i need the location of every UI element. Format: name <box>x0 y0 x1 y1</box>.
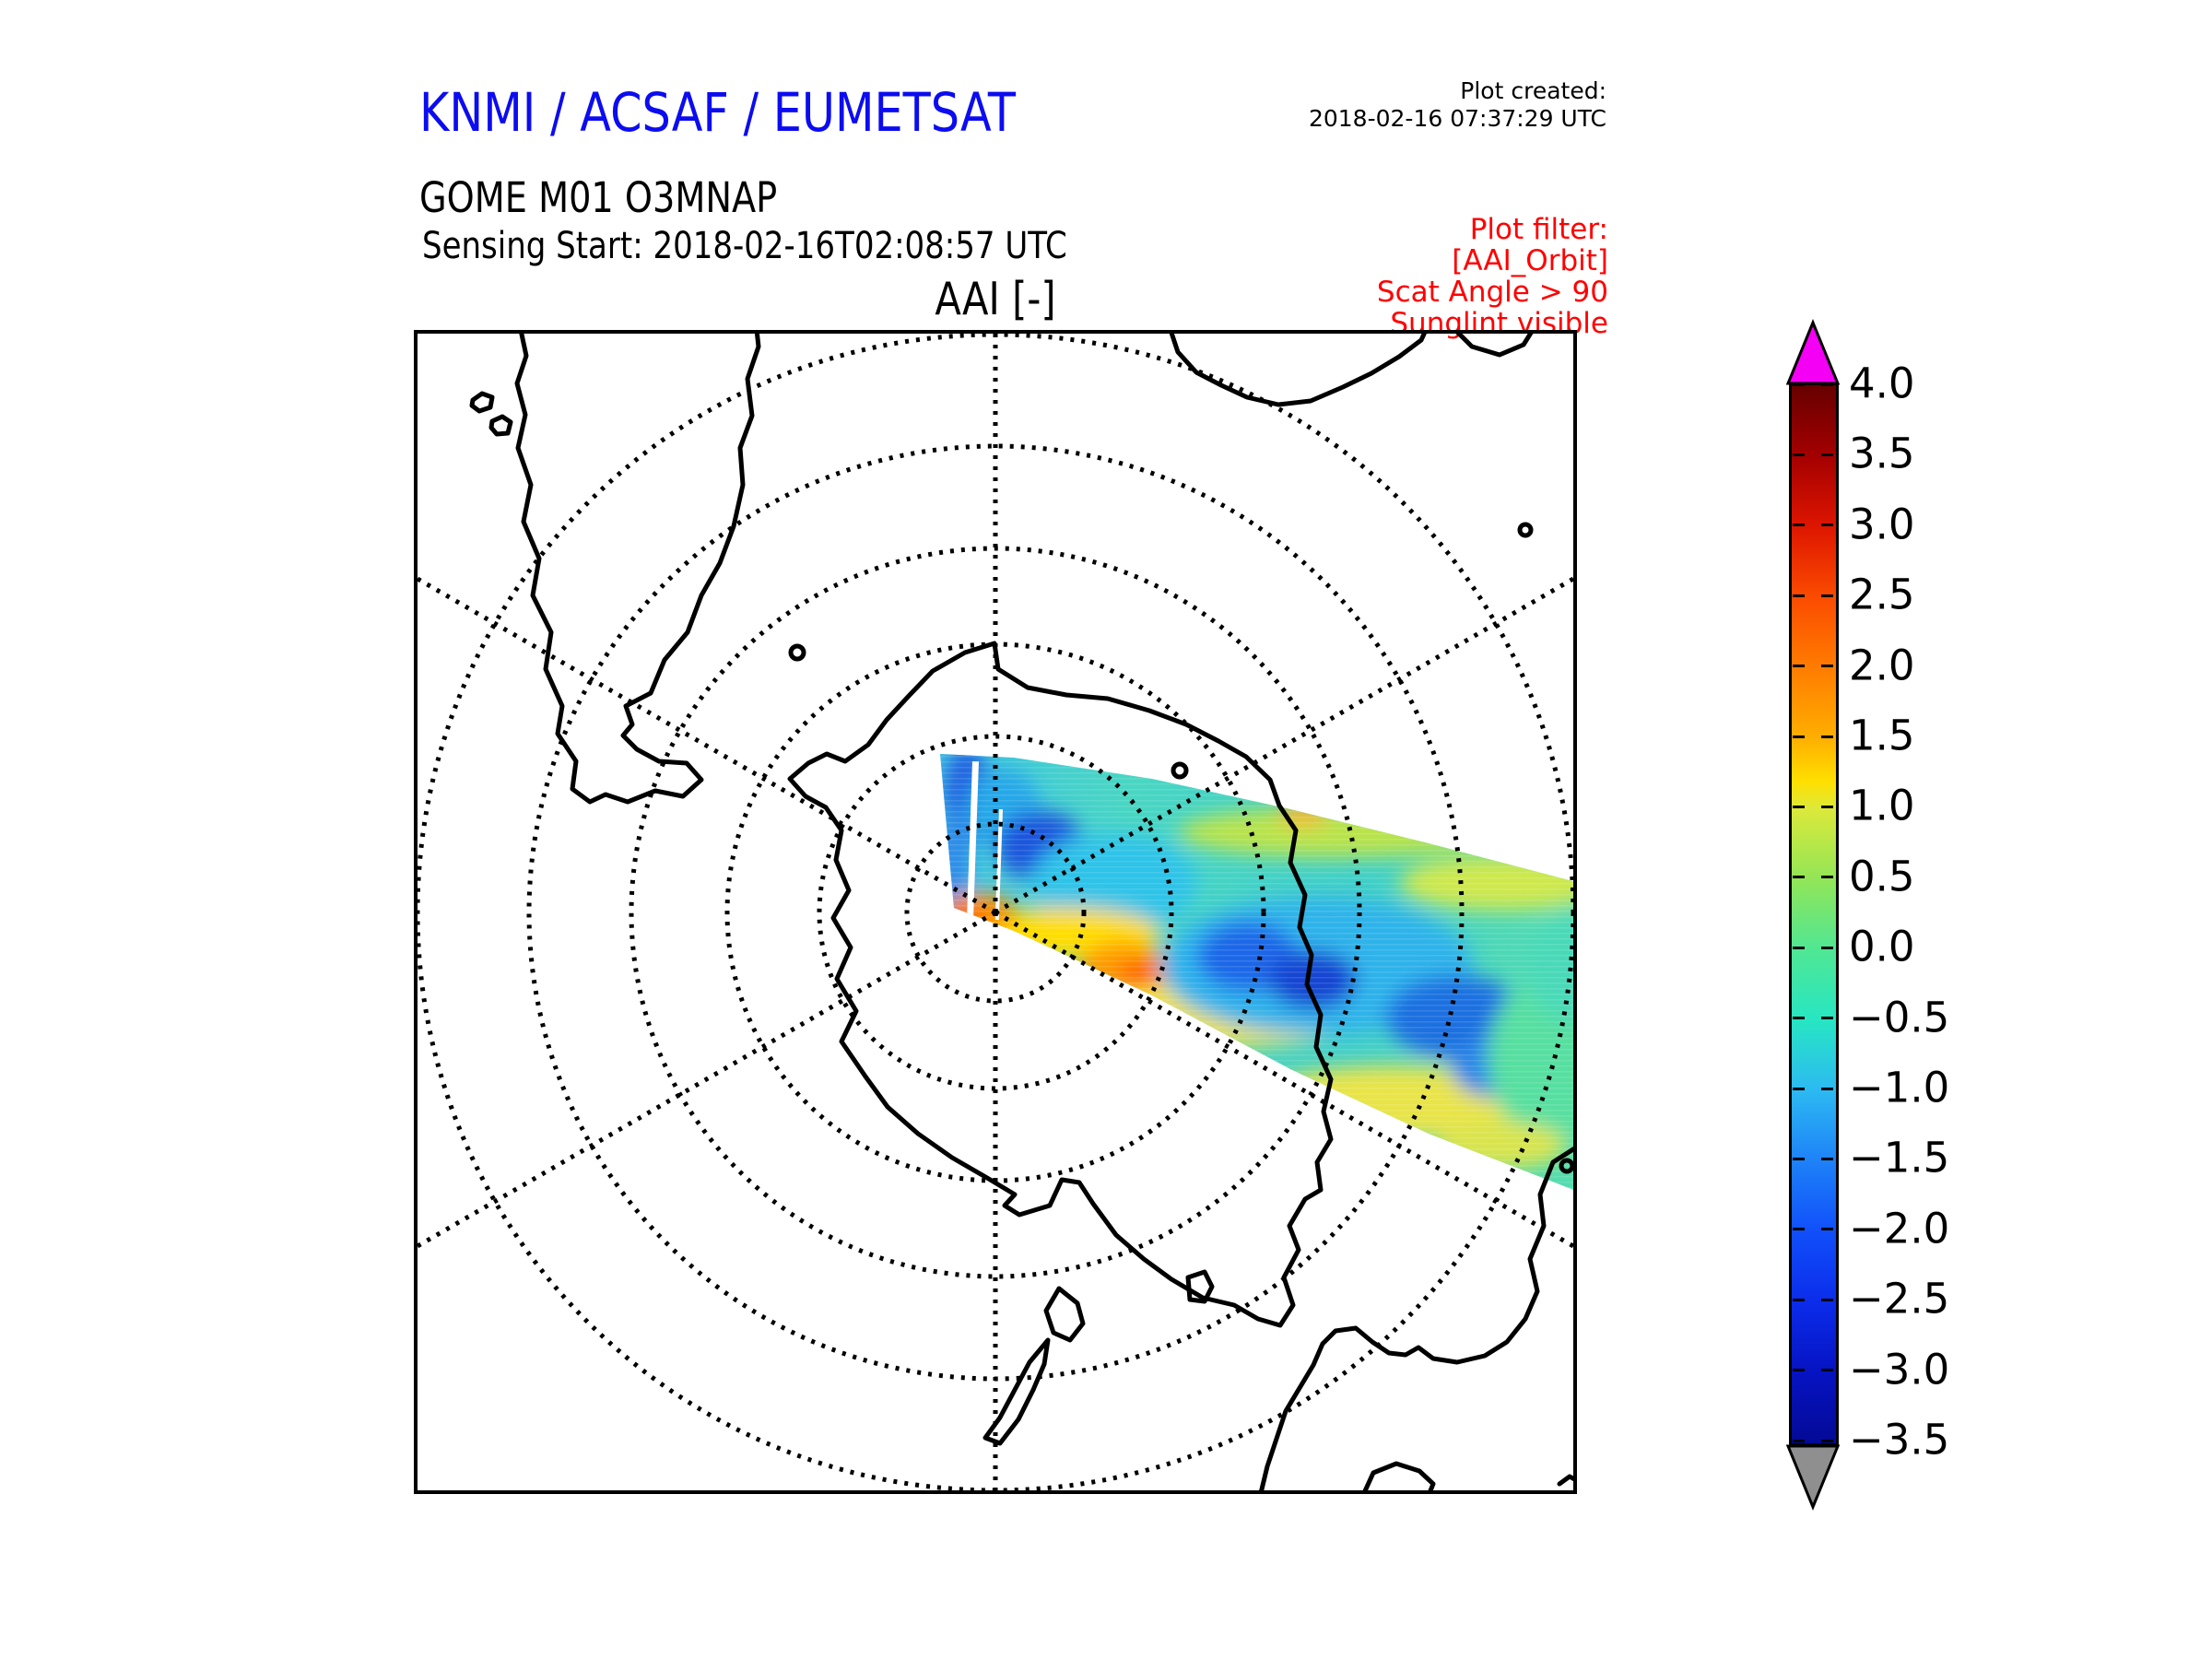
colorbar-tick-mark <box>1793 1228 1805 1231</box>
colorbar-tick-mark <box>1821 946 1833 949</box>
colorbar-tick-mark <box>1793 876 1805 879</box>
map-title: AAI [-] <box>935 273 1056 325</box>
colorbar-tick-mark <box>1793 735 1805 738</box>
data-swath <box>940 754 1575 1191</box>
colorbar-tick-mark <box>1793 524 1805 527</box>
colorbar-tick-mark <box>1821 1369 1833 1372</box>
instrument-label: GOME M01 O3MNAP <box>419 173 778 222</box>
island-indian-ocean <box>1517 522 1534 538</box>
colorbar-tick-mark <box>1821 735 1833 738</box>
colorbar-tick-label: 1.5 <box>1849 711 1915 760</box>
colorbar-tick-label: −1.5 <box>1849 1133 1950 1182</box>
colorbar-tick-mark <box>1821 1017 1833 1020</box>
colorbar-tick-mark <box>1793 1157 1805 1160</box>
coastlines <box>469 332 1575 1492</box>
colorbar-tick-mark <box>1793 594 1805 597</box>
colorbar-tick-mark <box>1793 1439 1805 1442</box>
plot-filter-line: Plot filter: <box>1469 213 1608 246</box>
colorbar-tick-label: 3.5 <box>1849 429 1915 478</box>
colorbar-tick-mark <box>1821 453 1833 456</box>
colorbar-tick-mark <box>1821 1087 1833 1090</box>
graticule-parallel <box>629 546 1362 1279</box>
colorbar-gradient <box>1789 382 1839 1446</box>
graticule-meridian <box>416 574 997 915</box>
plot-filter-annotation: Plot filter: [AAI_Orbit] Scat Angle > 90 Su… <box>1377 214 1608 339</box>
polar-map <box>414 330 1577 1494</box>
colorbar-tick-mark <box>1793 665 1805 668</box>
coastline-new-zealand-south <box>982 1337 1051 1446</box>
colorbar-tick-mark <box>1793 1087 1805 1090</box>
map-frame <box>414 330 1577 1494</box>
plot-filter-line: Scat Angle > 90 <box>1376 276 1608 309</box>
colorbar-tick-mark <box>1821 805 1833 808</box>
coastline-antarctica <box>787 641 1334 1328</box>
coastline-new-zealand-north <box>1043 1286 1086 1343</box>
colorbar-tick-mark <box>1793 453 1805 456</box>
colorbar-tick-label: 2.0 <box>1849 641 1915 690</box>
colorbar-tick-label: −2.0 <box>1849 1204 1950 1253</box>
graticule-meridian <box>994 910 1575 1251</box>
sensing-start-label: Sensing Start: 2018-02-16T02:08:57 UTC <box>422 225 1067 267</box>
colorbar-tick-mark <box>1821 524 1833 527</box>
colorbar-tick-mark <box>1821 382 1833 386</box>
coastline-tasmania <box>1185 1269 1215 1304</box>
colorbar-tick-mark <box>1793 382 1805 386</box>
colorbar-tick-mark <box>1821 1298 1833 1301</box>
graticule-parallel <box>904 821 1087 1004</box>
island-right-edge <box>1559 1158 1575 1174</box>
colorbar-under-arrow <box>1785 1444 1841 1511</box>
coastline-africa-east <box>1453 332 1535 358</box>
plot-filter-line: [AAI_Orbit] <box>1452 244 1608 277</box>
colorbar-tick-label: 4.0 <box>1849 359 1915 408</box>
graticule-meridian <box>416 910 997 1251</box>
colorbar-tick-label: −0.5 <box>1849 993 1950 1042</box>
coastline-south-america <box>514 332 761 805</box>
colorbar-tick-mark <box>1821 1157 1833 1160</box>
coastline-australia-west <box>1361 1461 1436 1492</box>
colorbar-over-arrow <box>1785 319 1841 385</box>
colorbar-tick-mark <box>1793 946 1805 949</box>
island-south-orkney <box>788 643 806 662</box>
colorbar-tick-mark <box>1821 1228 1833 1231</box>
graticule-meridian <box>994 574 1575 915</box>
colorbar-tick-mark <box>1821 665 1833 668</box>
colorbar-tick-label: 2.5 <box>1849 570 1915 619</box>
coastline-falkland-islands <box>469 391 513 437</box>
colorbar-tick-mark <box>1821 594 1833 597</box>
plot-created-label: Plot created: <box>1460 77 1606 104</box>
colorbar-tick-mark <box>1821 876 1833 879</box>
colorbar-tick-label: −1.0 <box>1849 1063 1950 1112</box>
colorbar-tick-label: −3.0 <box>1849 1345 1950 1394</box>
colorbar-tick-label: 0.5 <box>1849 852 1915 901</box>
colorbar-tick-mark <box>1793 1017 1805 1020</box>
plot-created-value: 2018-02-16 07:37:29 UTC <box>1308 105 1606 132</box>
graticule-parallel <box>817 734 1174 1091</box>
colorbar-tick-label: −3.5 <box>1849 1415 1950 1465</box>
colorbar-tick-label: 3.0 <box>1849 500 1915 549</box>
colorbar-tick-mark <box>1793 1369 1805 1372</box>
colorbar-tick-mark <box>1821 1439 1833 1442</box>
colorbar-tick-label: 0.0 <box>1849 922 1915 971</box>
plot-filter-line: Sunglint visible <box>1390 307 1608 340</box>
coastline-australia <box>1258 1145 1575 1492</box>
plot-created-timestamp: Plot created: 2018-02-16 07:37:29 UTC <box>1309 77 1606 133</box>
colorbar-tick-label: −2.5 <box>1849 1274 1950 1324</box>
island-small <box>1171 761 1189 780</box>
page-title: KNMI / ACSAF / EUMETSAT <box>419 81 1017 144</box>
colorbar-tick-label: 1.0 <box>1849 781 1915 830</box>
colorbar-tick-mark <box>1793 1298 1805 1301</box>
colorbar-tick-mark <box>1793 805 1805 808</box>
coastline-africa <box>1169 332 1428 407</box>
